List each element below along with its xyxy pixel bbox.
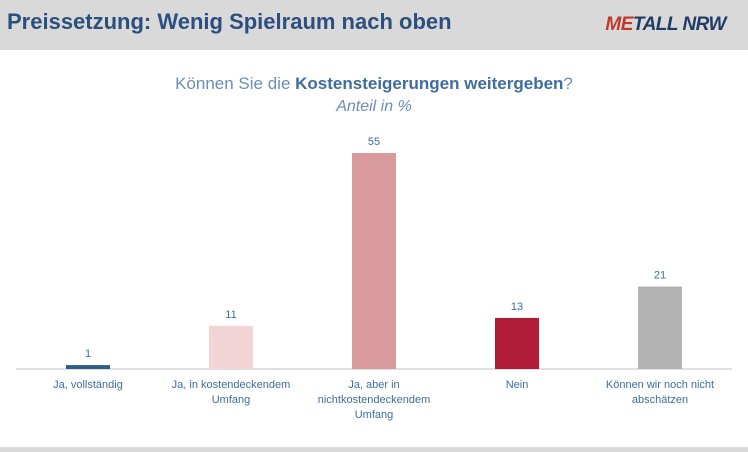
- category-label-4: Nein: [505, 379, 529, 391]
- header-divider: [0, 50, 748, 53]
- data-label-3: 55: [368, 136, 380, 148]
- footer-bar: [0, 447, 748, 452]
- chart-title-pre: Können Sie die: [175, 74, 296, 93]
- logo-red-part: ME: [605, 14, 633, 35]
- data-label-1: 1: [85, 348, 91, 360]
- category-label-3: Ja, aber in nichtkostendeckendem Umfang: [317, 379, 431, 421]
- chart-title: Können Sie die Kostensteigerungen weiter…: [0, 74, 748, 94]
- header-bar: Preissetzung: Wenig Spielraum nach oben …: [0, 0, 748, 50]
- metall-nrw-logo: METALL NRW: [605, 14, 726, 36]
- bar-5: [638, 286, 682, 369]
- bar-2: [209, 325, 253, 369]
- logo-rest-part: TALL NRW: [632, 14, 727, 35]
- bar-4: [495, 317, 539, 369]
- category-label-2: Ja, in kostendeckendem Umfang: [171, 379, 291, 406]
- data-label-5: 21: [654, 270, 666, 282]
- bar-3: [352, 153, 396, 369]
- data-label-4: 13: [511, 301, 523, 313]
- category-label-1: Ja, vollständig: [53, 379, 123, 391]
- chart-title-post: ?: [563, 74, 573, 93]
- category-label-5: Können wir noch nicht abschätzen: [605, 379, 715, 406]
- page-title: Preissetzung: Wenig Spielraum nach oben: [7, 9, 452, 34]
- bar-1: [66, 365, 110, 369]
- data-label-2: 11: [225, 309, 236, 321]
- chart-subtitle: Anteil in %: [336, 98, 412, 115]
- chart-title-bold: Kostensteigerungen weitergeben: [295, 74, 564, 93]
